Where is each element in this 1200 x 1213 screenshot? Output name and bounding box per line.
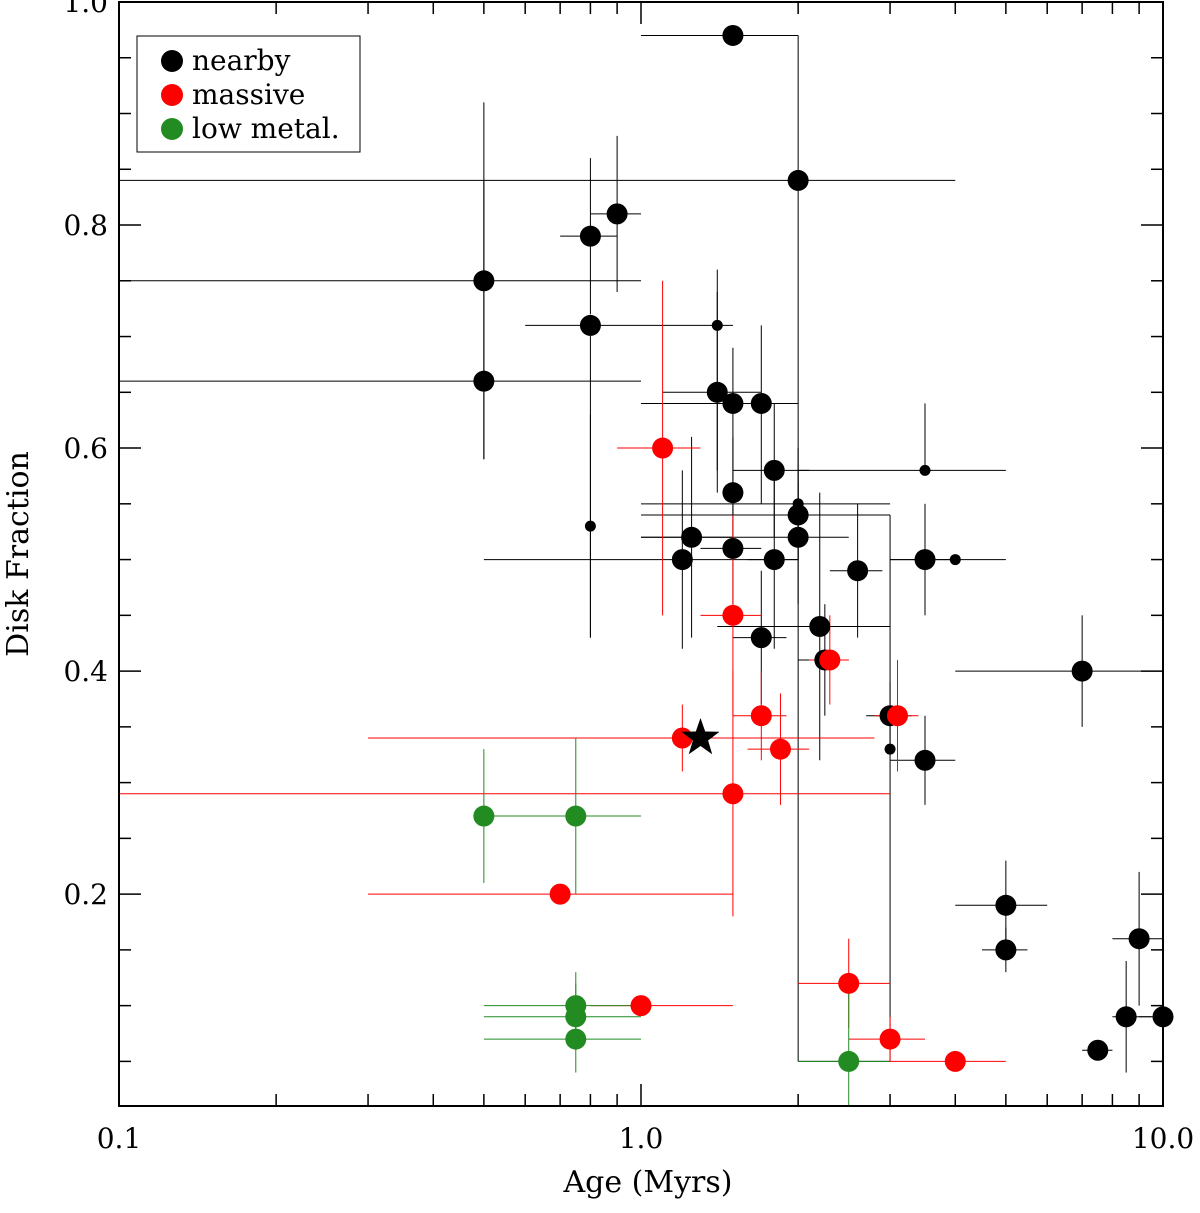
x-tick-label-2: 10.0: [1132, 1122, 1194, 1155]
massive-point-0: [652, 437, 674, 459]
legend-marker-massive: [161, 84, 183, 106]
low-metal-point-1: [565, 805, 587, 827]
nearby-point-1: [787, 169, 809, 191]
nearby-point-17: [763, 549, 785, 571]
nearby-point-5: [606, 203, 628, 225]
nearby-point-23: [750, 627, 772, 649]
legend-marker-nearby: [161, 50, 183, 72]
nearby-point-14: [681, 526, 703, 548]
legend: nearby massive low metal.: [136, 35, 361, 153]
legend-label-nearby: nearby: [192, 44, 291, 77]
nearby-point-34: [1128, 928, 1150, 950]
nearby-point-4: [579, 225, 601, 247]
legend-label-low-metal: low metal.: [192, 112, 340, 145]
nearby-point-19: [787, 504, 809, 526]
x-tick-label-0: 0.1: [97, 1122, 142, 1155]
nearby-point-6: [579, 314, 601, 336]
massive-point-12: [944, 1050, 966, 1072]
nearby-point-22: [809, 615, 831, 637]
x-axis-label: Age (Myrs): [563, 1165, 733, 1200]
nearby-point-7: [584, 520, 596, 532]
nearby-point-2: [473, 270, 495, 292]
y-axis-label: Disk Fraction: [1, 451, 36, 657]
data-point-layer: [473, 24, 1174, 1072]
low-metal-point-4: [565, 1028, 587, 1050]
low-metal-point-5: [838, 1050, 860, 1072]
x-tick-label-1: 1.0: [619, 1122, 664, 1155]
massive-point-7: [722, 783, 744, 805]
massive-point-6: [769, 738, 791, 760]
nearby-point-32: [995, 894, 1017, 916]
low-metal-point-0: [473, 805, 495, 827]
nearby-point-27: [949, 554, 961, 566]
nearby-point-13: [722, 482, 744, 504]
y-tick-label-4: 1.0: [63, 0, 108, 19]
nearby-point-30: [914, 749, 936, 771]
nearby-point-35: [1115, 1006, 1137, 1028]
nearby-point-11: [750, 392, 772, 414]
nearby-point-16: [722, 537, 744, 559]
nearby-point-29: [884, 743, 896, 755]
nearby-point-15: [671, 549, 693, 571]
star-marker: [681, 718, 720, 755]
nearby-point-10: [722, 392, 744, 414]
nearby-point-31: [1071, 660, 1093, 682]
massive-point-11: [879, 1028, 901, 1050]
nearby-point-21: [847, 560, 869, 582]
massive-point-1: [722, 604, 744, 626]
massive-point-2: [819, 649, 841, 671]
nearby-point-3: [473, 370, 495, 392]
nearby-point-37: [1087, 1039, 1109, 1061]
massive-point-10: [838, 972, 860, 994]
nearby-point-8: [711, 319, 723, 331]
nearby-point-0: [722, 24, 744, 46]
massive-point-4: [886, 705, 908, 727]
y-tick-label-2: 0.6: [63, 432, 108, 465]
low-metal-point-3: [565, 1006, 587, 1028]
nearby-point-12: [763, 459, 785, 481]
legend-label-massive: massive: [192, 78, 305, 111]
massive-point-8: [549, 883, 571, 905]
nearby-point-26: [914, 549, 936, 571]
axis-ticks: 0.1 1.0 10.0 0.2 0.4 0.6 0.8 1.0: [63, 0, 1194, 1155]
nearby-point-25: [919, 464, 931, 476]
nearby-point-20: [787, 526, 809, 548]
legend-marker-low-metal: [161, 118, 183, 140]
massive-point-3: [750, 705, 772, 727]
y-tick-label-3: 0.8: [63, 209, 108, 242]
nearby-point-9: [706, 381, 728, 403]
nearby-point-33: [995, 939, 1017, 961]
y-tick-label-0: 0.2: [63, 878, 108, 911]
y-tick-label-1: 0.4: [63, 655, 108, 688]
massive-point-9: [630, 995, 652, 1017]
